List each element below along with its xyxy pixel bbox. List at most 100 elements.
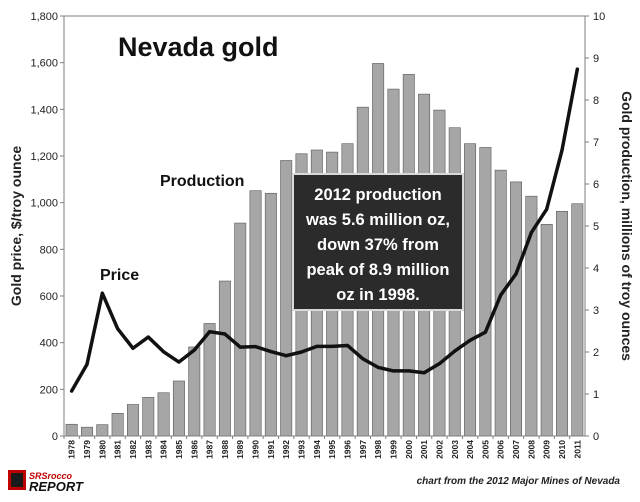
- price-point-1987: [207, 330, 212, 334]
- price-point-1986: [192, 348, 196, 352]
- price-point-2007: [514, 272, 518, 276]
- x-tick-label-2011: 2011: [572, 440, 582, 459]
- production-bar-1983: [142, 397, 155, 437]
- x-tick-label-2010: 2010: [557, 440, 567, 459]
- production-bar-2010: [556, 211, 568, 437]
- callout-line-4: peak of 8.9 million: [306, 261, 449, 279]
- price-point-1985: [177, 360, 181, 364]
- price-point-1980: [100, 291, 104, 295]
- price-point-1993: [299, 350, 304, 354]
- price-point-1983: [146, 335, 150, 339]
- production-bar-2007: [510, 181, 523, 437]
- right-tick-label: 5: [593, 221, 599, 233]
- price-point-1994: [315, 344, 319, 348]
- x-tick-label-1982: 1982: [128, 440, 138, 459]
- left-tick-label: 0: [52, 431, 58, 443]
- logo-bottom-text: REPORT: [29, 479, 84, 494]
- price-point-2004: [468, 338, 472, 342]
- left-axis-ticks: 0 200 400 600 800 1,000 1,200 1,400 1,600 1,800: [30, 11, 64, 443]
- production-bar-1984: [157, 392, 170, 437]
- x-tick-label-1987: 1987: [205, 440, 215, 459]
- price-point-1988: [223, 332, 227, 336]
- right-axis-title: Gold production, millions of troy ounces: [619, 91, 635, 361]
- production-bar-2005: [479, 147, 492, 437]
- x-tick-label-1981: 1981: [113, 440, 123, 459]
- left-tick-label: 1,200: [30, 151, 58, 163]
- callout-line-2: was 5.6 million oz,: [305, 211, 450, 229]
- callout-box: 2012 production was 5.6 million oz, down…: [292, 173, 464, 311]
- production-bar-1978: [65, 423, 78, 437]
- left-tick-label: 1,000: [30, 198, 58, 210]
- price-point-1996: [345, 343, 350, 348]
- price-point-1999: [391, 369, 396, 373]
- price-point-1997: [361, 357, 365, 361]
- x-tick-label-2001: 2001: [419, 440, 429, 459]
- right-tick-label: 9: [593, 53, 599, 65]
- price-point-1992: [284, 354, 288, 358]
- chart-credit: chart from the 2012 Major Mines of Nevad…: [417, 476, 621, 487]
- production-bar-1990: [249, 190, 262, 437]
- price-point-2002: [437, 362, 442, 366]
- production-bar-1992: [280, 160, 293, 437]
- right-tick-label: 10: [593, 11, 605, 23]
- right-tick-label: 1: [593, 389, 599, 401]
- right-tick-label: 2: [593, 347, 599, 359]
- price-point-1978: [70, 389, 74, 393]
- x-tick-label-1979: 1979: [82, 440, 92, 459]
- price-point-1990: [253, 345, 258, 349]
- price-point-1995: [330, 344, 334, 348]
- price-point-1984: [162, 350, 166, 354]
- left-tick-label: 1,800: [30, 11, 58, 23]
- callout-line-3: down 37% from: [317, 236, 439, 254]
- price-point-2008: [529, 230, 533, 235]
- srsrocco-logo: SRSrocco REPORT: [8, 470, 84, 494]
- production-bar-1981: [111, 413, 124, 437]
- price-point-2005: [483, 330, 487, 334]
- x-tick-label-2000: 2000: [404, 440, 414, 459]
- right-tick-label: 6: [593, 179, 599, 191]
- production-bar-1979: [81, 426, 93, 437]
- x-tick-label-1990: 1990: [251, 440, 261, 459]
- price-point-2003: [453, 349, 457, 353]
- price-line: [69, 67, 580, 393]
- x-tick-label-1992: 1992: [281, 440, 291, 459]
- x-tick-label-2005: 2005: [480, 440, 490, 459]
- x-tick-label-2007: 2007: [511, 440, 521, 459]
- x-tick-label-2004: 2004: [465, 440, 475, 459]
- production-bar-1980: [96, 424, 109, 437]
- price-point-2011: [575, 67, 579, 71]
- left-tick-label: 400: [40, 338, 58, 350]
- x-tick-label-1985: 1985: [174, 440, 184, 459]
- x-tick-label-1996: 1996: [342, 440, 352, 459]
- x-tick-label-1984: 1984: [159, 440, 169, 459]
- price-point-2001: [422, 371, 426, 375]
- x-tick-label-2009: 2009: [542, 440, 552, 459]
- price-point-1982: [131, 346, 135, 350]
- callout-line-5: oz in 1998.: [336, 286, 419, 304]
- chart-title: Nevada gold: [118, 32, 279, 62]
- price-point-2006: [499, 293, 503, 297]
- price-point-1991: [269, 349, 273, 354]
- left-tick-label: 600: [40, 291, 58, 303]
- right-tick-label: 4: [593, 263, 599, 275]
- x-tick-label-1989: 1989: [235, 440, 245, 459]
- production-bar-1985: [172, 380, 185, 437]
- right-tick-label: 8: [593, 95, 599, 107]
- left-tick-label: 800: [40, 244, 58, 256]
- x-tick-label-1986: 1986: [189, 440, 199, 459]
- logo-top-text: SRSrocco: [29, 471, 73, 481]
- production-label: Production: [160, 173, 244, 190]
- x-axis-ticks: 1978 1979 1980 1981 1982 1983 1984 1985 1986 1987…: [63, 436, 582, 459]
- x-tick-label-1998: 1998: [373, 440, 383, 459]
- left-axis-title: Gold price, $/troy ounce: [8, 146, 24, 306]
- price-label: Price: [100, 267, 139, 284]
- x-tick-label-2008: 2008: [526, 440, 536, 459]
- production-bar-2011: [571, 203, 584, 437]
- callout-line-1: 2012 production: [314, 186, 441, 204]
- production-bar-1987: [203, 323, 216, 437]
- x-tick-label-2002: 2002: [434, 440, 444, 459]
- x-tick-label-1993: 1993: [297, 440, 307, 459]
- x-tick-label-2006: 2006: [496, 440, 506, 459]
